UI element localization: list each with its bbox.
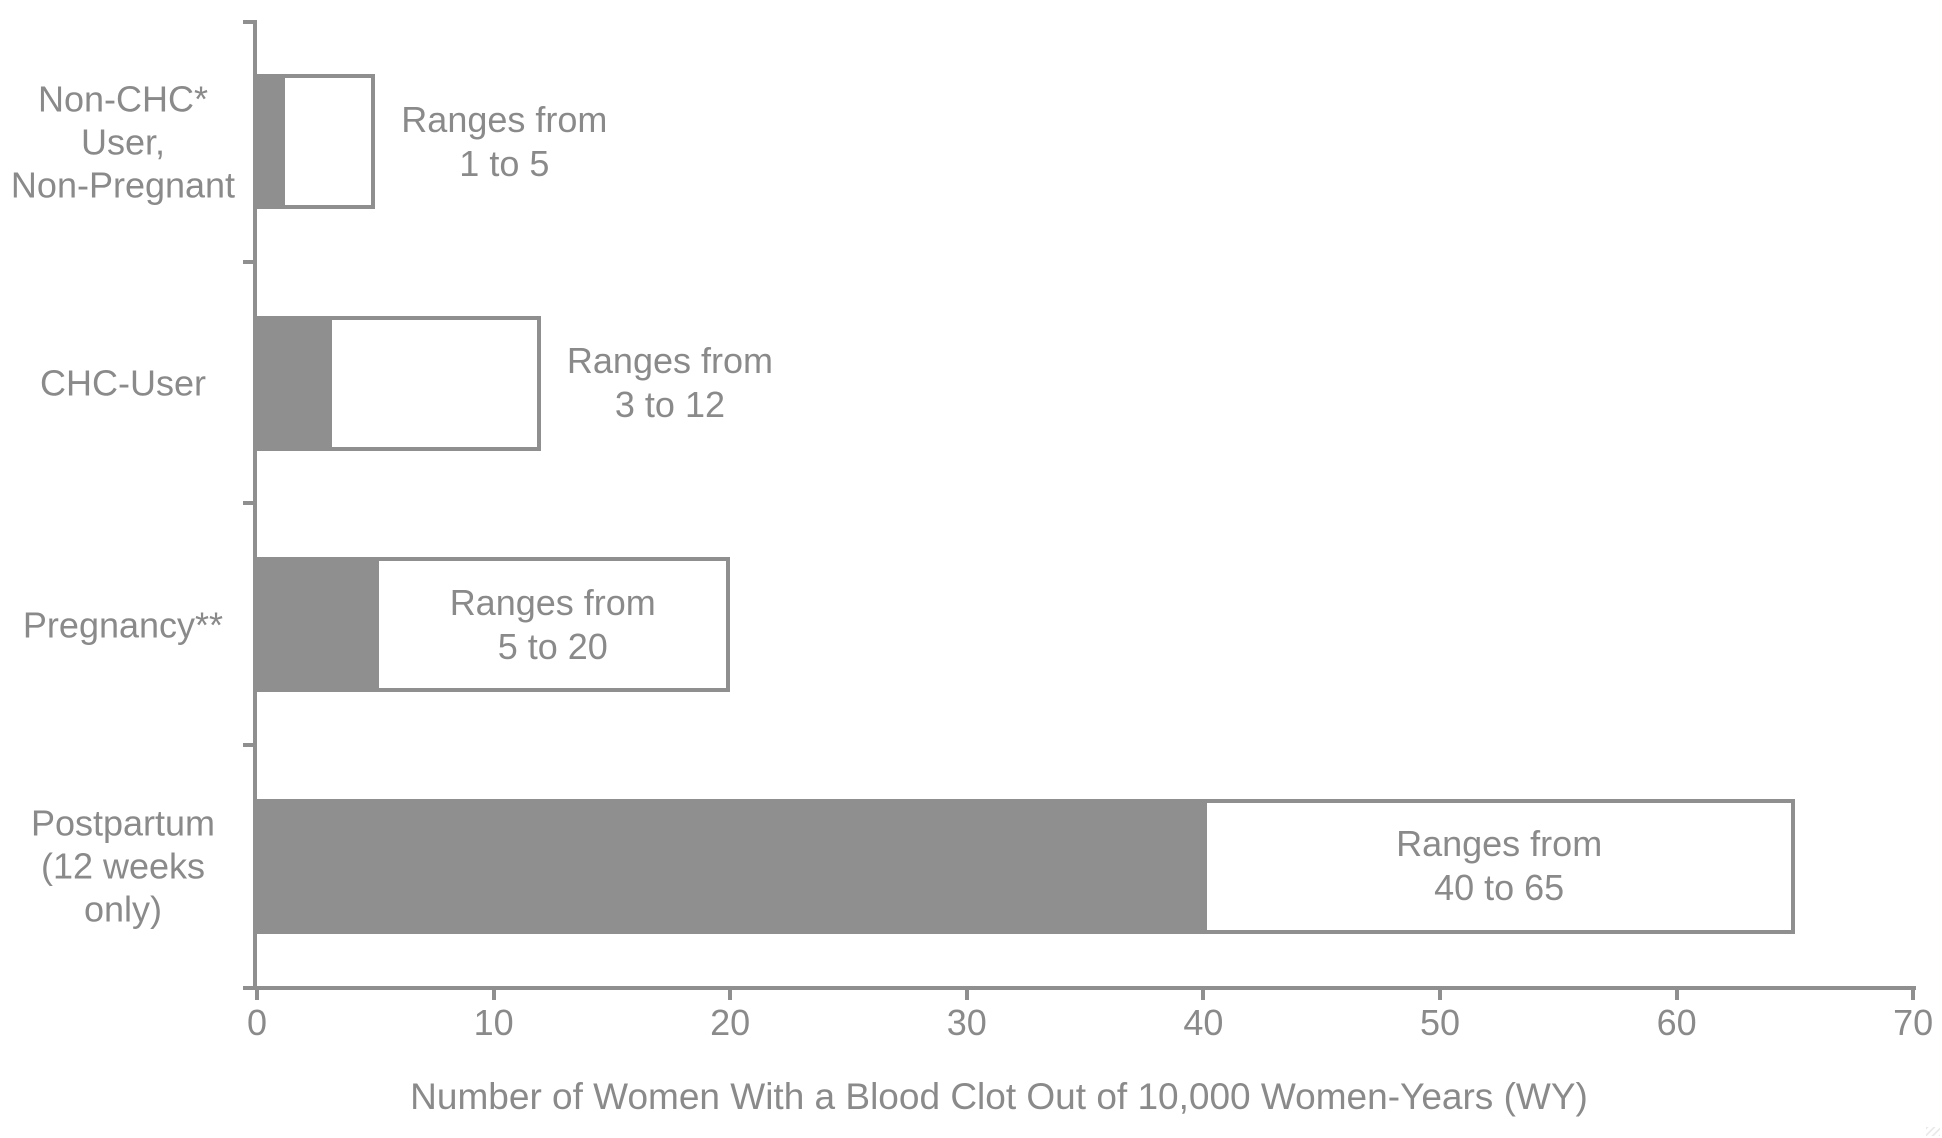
- x-axis-tick-label: 0: [246, 1002, 268, 1043]
- range-annotation: Ranges from 1 to 5: [401, 98, 607, 186]
- y-axis-tick: [243, 259, 253, 264]
- category-label: Postpartum (12 weeks only): [0, 802, 246, 931]
- range-annotation-line: Ranges from: [566, 340, 773, 381]
- range-annotation: Ranges from 40 to 65: [1203, 822, 1795, 910]
- bar-solid-segment: [257, 798, 1204, 934]
- x-axis-tick-label: 30: [946, 1002, 987, 1043]
- x-axis-tick: [1438, 990, 1442, 1000]
- category-label-line: Postpartum: [30, 802, 216, 844]
- x-axis-tick: [1674, 990, 1679, 1000]
- category-label: Non-CHC* User, Non-Pregnant: [0, 77, 246, 206]
- range-box: [280, 74, 376, 209]
- category-label-line: Non-CHC*: [37, 78, 209, 119]
- y-axis-line: [253, 20, 257, 990]
- category-label-line: only): [83, 888, 163, 930]
- x-axis-tick: [964, 990, 969, 1000]
- y-axis-tick: [243, 501, 253, 505]
- x-axis-tick: [728, 990, 733, 1000]
- category-label-line: (12 weeks: [40, 845, 206, 887]
- category-label: CHC-User: [0, 362, 246, 405]
- x-axis-tick: [491, 990, 496, 1000]
- range-annotation-line: Ranges from: [1396, 823, 1603, 864]
- range-box: [327, 315, 541, 451]
- x-axis-tick-label: 70: [1893, 1002, 1934, 1043]
- x-axis-tick-label: 50: [1419, 1002, 1461, 1043]
- y-axis-tick: [243, 986, 253, 990]
- range-annotation-line: 3 to 12: [614, 384, 725, 425]
- range-annotation-line: Ranges from: [401, 98, 608, 140]
- x-axis-tick: [1911, 990, 1916, 1000]
- x-axis-tick-label: 60: [1656, 1002, 1697, 1043]
- bar-solid-segment: [257, 74, 281, 209]
- x-axis-tick: [1201, 990, 1206, 1000]
- range-annotation: Ranges from 5 to 20: [375, 581, 730, 669]
- y-axis-tick: [243, 742, 253, 747]
- bar-solid-segment: [257, 315, 328, 451]
- range-annotation-line: Ranges from: [449, 581, 656, 623]
- x-axis-title: Number of Women With a Blood Clot Out of…: [410, 1076, 1588, 1117]
- range-box: [375, 557, 731, 692]
- x-axis-line: [253, 986, 1916, 990]
- x-axis-tick-label: 20: [710, 1002, 751, 1043]
- bar-solid-segment: [257, 557, 376, 692]
- x-axis-tick-label: 40: [1183, 1002, 1224, 1043]
- x-axis-tick-label: 10: [473, 1002, 514, 1043]
- range-annotation-line: 5 to 20: [497, 625, 608, 667]
- y-axis-tick: [243, 20, 253, 24]
- x-axis-tick: [255, 990, 259, 1000]
- category-label-line: User,: [80, 121, 166, 162]
- range-box: [1203, 798, 1795, 934]
- range-annotation-line: 40 to 65: [1434, 867, 1565, 908]
- category-label-line: Pregnancy**: [22, 604, 224, 645]
- resize-grip-artifact: [1926, 1127, 1940, 1136]
- range-annotation: Ranges from 3 to 12: [567, 339, 773, 427]
- range-annotation-line: 1 to 5: [459, 142, 550, 184]
- category-label-line: CHC-User: [40, 362, 206, 404]
- category-label-line: Non-Pregnant: [10, 164, 236, 205]
- category-label: Pregnancy**: [0, 603, 246, 646]
